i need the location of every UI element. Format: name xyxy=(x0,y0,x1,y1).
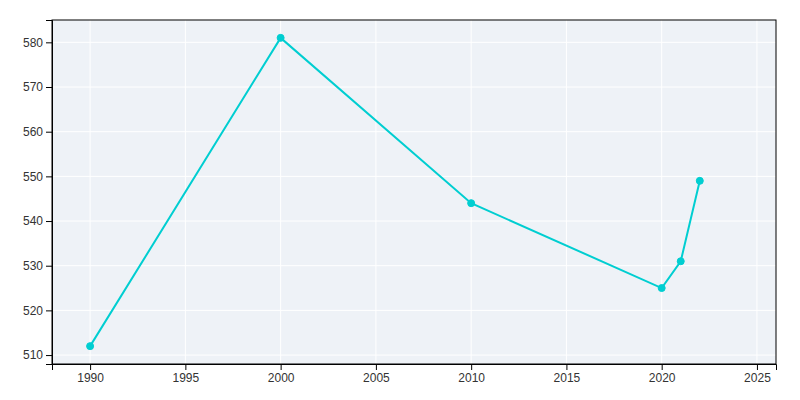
grid-line xyxy=(52,131,776,132)
tick-mark xyxy=(46,355,52,356)
tick-label: 2005 xyxy=(363,371,390,385)
marks xyxy=(87,34,704,349)
tick: 2020 xyxy=(649,364,676,385)
tick-label: 2010 xyxy=(458,371,485,385)
point xyxy=(696,177,703,184)
tick: 570 xyxy=(23,80,52,94)
tick-label: 570 xyxy=(23,80,43,94)
grid-line xyxy=(52,176,776,177)
tick: 510 xyxy=(23,348,52,362)
tick-mark xyxy=(46,132,52,133)
tick-label: 560 xyxy=(23,125,43,139)
tick-mark xyxy=(566,364,567,370)
point xyxy=(677,258,684,265)
tick-label: 2020 xyxy=(649,371,676,385)
tick-mark xyxy=(46,42,52,43)
tick: 540 xyxy=(23,214,52,228)
tick-mark xyxy=(185,364,186,370)
tick: 550 xyxy=(23,170,52,184)
y-axis: 510 520 530 540 550 560 570 580 xyxy=(23,21,53,365)
tick-label: 580 xyxy=(23,36,43,50)
tick-mark xyxy=(90,364,91,370)
tick-mark xyxy=(46,266,52,267)
tick: 1995 xyxy=(173,364,200,385)
x-axis: 1990 1995 2000 2005 2010 2015 2020 2025 xyxy=(53,364,777,385)
grid-line xyxy=(375,20,376,364)
tick-mark xyxy=(46,310,52,311)
tick-label: 1990 xyxy=(77,371,104,385)
grid-line xyxy=(280,20,281,364)
tick: 2010 xyxy=(458,364,485,385)
line xyxy=(90,38,700,346)
grid-line xyxy=(90,20,91,364)
tick-label: 530 xyxy=(23,259,43,273)
plot-background xyxy=(52,20,776,364)
point xyxy=(468,200,475,207)
tick-mark xyxy=(662,364,663,370)
tick: 530 xyxy=(23,259,52,273)
tick-label: 2025 xyxy=(744,371,771,385)
grid-line xyxy=(52,265,776,266)
axis-line xyxy=(53,365,777,371)
grid-line xyxy=(52,221,776,222)
tick-label: 550 xyxy=(23,170,43,184)
tick-label: 2015 xyxy=(554,371,581,385)
tick-mark xyxy=(376,364,377,370)
point xyxy=(277,34,284,41)
point xyxy=(87,343,94,350)
tick-label: 520 xyxy=(23,304,43,318)
tick-mark xyxy=(757,364,758,370)
tick-label: 2000 xyxy=(268,371,295,385)
tick: 2005 xyxy=(363,364,390,385)
tick: 520 xyxy=(23,304,52,318)
tick-label: 510 xyxy=(23,348,43,362)
tick: 560 xyxy=(23,125,52,139)
point xyxy=(658,285,665,292)
grid-line xyxy=(52,310,776,311)
tick-mark xyxy=(46,87,52,88)
grid-line xyxy=(52,87,776,88)
tick: 2015 xyxy=(554,364,581,385)
tick: 2000 xyxy=(268,364,295,385)
plot-frame xyxy=(52,20,776,364)
grid xyxy=(52,20,776,364)
tick: 580 xyxy=(23,36,52,50)
tick-label: 1995 xyxy=(173,371,200,385)
tick: 1990 xyxy=(77,364,104,385)
tick: 2025 xyxy=(744,364,771,385)
grid-line xyxy=(661,20,662,364)
tick-mark xyxy=(46,176,52,177)
plot: 1990 1995 2000 2005 2010 2015 2020 2025 510 520 53… xyxy=(23,20,777,385)
tick-mark xyxy=(281,364,282,370)
grid-line xyxy=(471,20,472,364)
tick-mark xyxy=(46,221,52,222)
grid-line xyxy=(52,42,776,43)
grid-line xyxy=(566,20,567,364)
grid-line xyxy=(756,20,757,364)
chart: 1990 1995 2000 2005 2010 2015 2020 2025 510 520 53… xyxy=(0,0,800,400)
grid-line xyxy=(52,355,776,356)
tick-label: 540 xyxy=(23,214,43,228)
tick-mark xyxy=(471,364,472,370)
